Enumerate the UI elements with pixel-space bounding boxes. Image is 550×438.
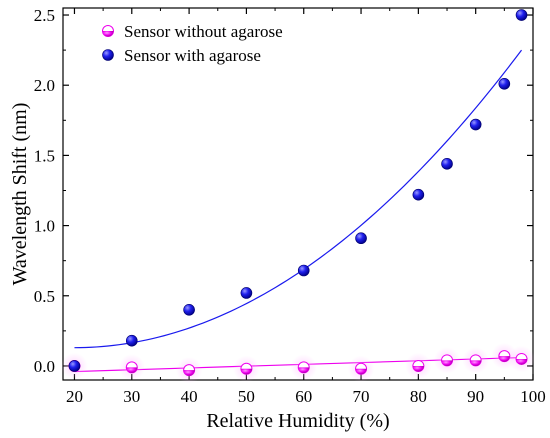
y-tick-label: 0.0 <box>34 357 55 376</box>
legend-symbol-without-agarose <box>102 25 114 37</box>
y-tick-label: 2.5 <box>34 6 55 25</box>
legend-label-without-agarose: Sensor without agarose <box>124 22 283 41</box>
point-without-agarose <box>118 354 145 381</box>
x-tick-label: 80 <box>410 387 427 406</box>
y-tick-label: 2.0 <box>34 76 55 95</box>
point-without-agarose <box>462 347 489 374</box>
point-with-agarose <box>240 287 253 299</box>
point-without-agarose <box>405 352 432 380</box>
y-tick-label: 1.0 <box>34 217 55 236</box>
x-tick-label: 100 <box>520 387 546 406</box>
x-tick-label: 50 <box>238 387 255 406</box>
point-without-agarose <box>175 356 203 384</box>
point-without-agarose <box>290 354 317 381</box>
point-without-agarose <box>508 345 535 373</box>
point-with-agarose <box>441 158 453 170</box>
x-axis-label: Relative Humidity (%) <box>206 410 389 432</box>
point-without-agarose <box>233 355 260 382</box>
x-tick-label: 70 <box>353 387 370 406</box>
tick-labels: 20 30 40 50 60 70 80 90 100 0.0 0.5 1.0 1.5 2.0 2.5 <box>34 6 546 406</box>
y-tick-label: 1.5 <box>34 146 55 165</box>
x-tick-label: 40 <box>181 387 198 406</box>
point-with-agarose <box>515 9 528 21</box>
y-axis-label: Wavelength Shift (nm) <box>9 103 31 286</box>
legend-marker-with-agarose <box>102 49 114 61</box>
point-with-agarose <box>297 264 310 277</box>
point-with-agarose <box>355 232 367 245</box>
fit-curve-with-agarose <box>74 49 523 349</box>
point-without-agarose <box>433 347 461 374</box>
point-with-agarose <box>125 334 138 347</box>
data-points <box>61 9 535 384</box>
plot-frame <box>62 7 534 381</box>
point-with-agarose <box>469 118 482 131</box>
x-tick-label: 90 <box>467 387 484 406</box>
legend-symbol-with-agarose <box>102 49 114 61</box>
fit-lines <box>74 49 523 373</box>
point-with-agarose <box>68 360 81 372</box>
y-tick-label: 0.5 <box>34 287 55 306</box>
x-tick-label: 30 <box>123 387 140 406</box>
point-with-agarose <box>412 188 425 201</box>
point-with-agarose <box>183 304 195 316</box>
legend: Sensor without agarose Sensor with agaro… <box>102 22 283 65</box>
legend-label-with-agarose: Sensor with agarose <box>124 46 261 65</box>
legend-marker-without-agarose <box>102 25 114 37</box>
point-without-agarose <box>347 355 375 382</box>
point-with-agarose <box>498 78 511 90</box>
x-tick-label: 20 <box>66 387 83 406</box>
x-tick-label: 60 <box>295 387 312 406</box>
